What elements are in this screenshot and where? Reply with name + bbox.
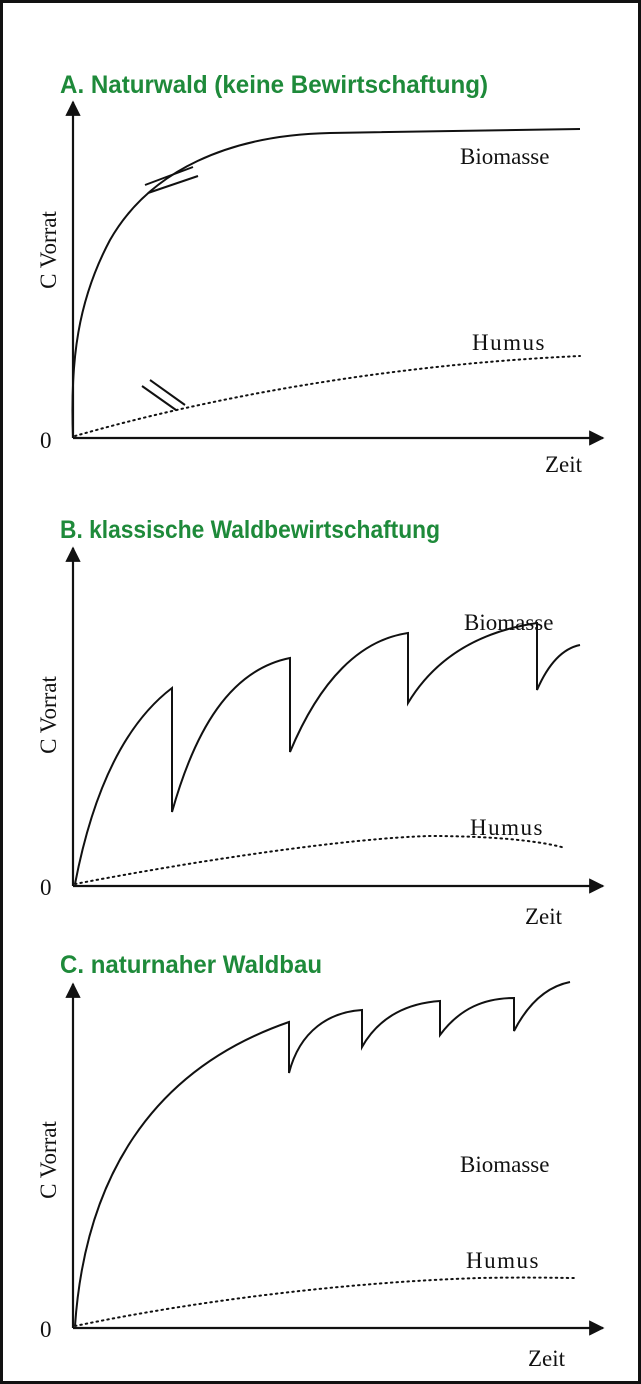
x-label: Zeit — [545, 452, 583, 477]
biomass-curve — [74, 981, 571, 1327]
biomass-curve — [71, 128, 581, 439]
origin-label: 0 — [40, 1317, 52, 1342]
curve-label: Biomasse — [460, 1152, 549, 1177]
panel-title: B. klassische Waldbewirtschaftung — [60, 516, 440, 544]
curve-label: Humus — [472, 330, 546, 355]
y-label: C Vorrat — [36, 211, 61, 289]
panel-title: C. naturnaher Waldbau — [60, 951, 322, 979]
break-marks — [141, 166, 199, 411]
origin-label: 0 — [40, 875, 52, 900]
curve-label: Biomasse — [460, 144, 549, 169]
x-label: Zeit — [528, 1346, 566, 1371]
biomass-curve — [74, 621, 581, 885]
humus-curve — [74, 1276, 576, 1327]
x-label: Zeit — [525, 904, 563, 929]
origin-label: 0 — [40, 428, 52, 453]
curve-label: Humus — [466, 1248, 540, 1273]
curve-label: Biomasse — [464, 610, 553, 635]
y-label: C Vorrat — [36, 1121, 61, 1199]
humus-curve — [74, 834, 566, 885]
humus-curve — [74, 355, 581, 437]
panel-title: A. Naturwald (keine Bewirtschaftung) — [60, 71, 488, 99]
curve-label: Humus — [470, 815, 544, 840]
y-label: C Vorrat — [36, 676, 61, 754]
